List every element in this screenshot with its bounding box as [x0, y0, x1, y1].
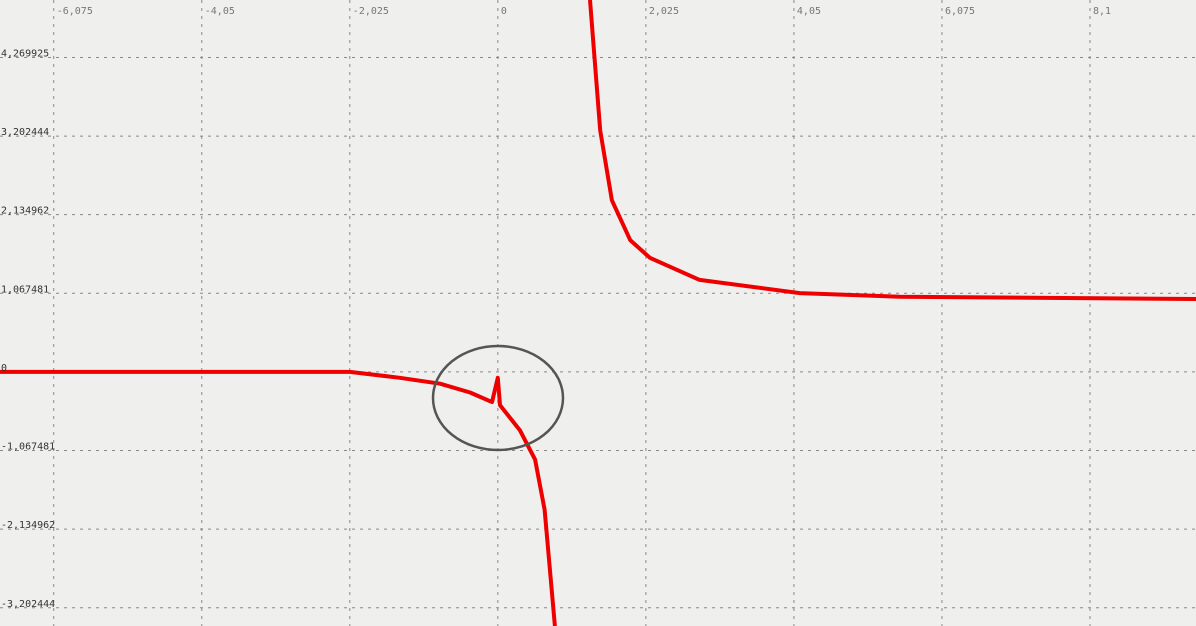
y-tick-label: 1,067481: [1, 284, 49, 295]
y-tick-label: -1,067481: [1, 442, 55, 453]
x-tick-label: 2,025: [649, 6, 679, 17]
annotation-circle: [431, 344, 565, 452]
y-tick-label: -2,134962: [1, 520, 55, 531]
x-tick-label: 0: [501, 6, 507, 17]
x-tick-label: 6,075: [945, 6, 975, 17]
x-tick-label: -6,075: [57, 6, 93, 17]
x-tick-label: -2,025: [353, 6, 389, 17]
y-tick-label: 2,134962: [1, 206, 49, 217]
y-tick-label: 4,269925: [1, 48, 49, 59]
x-tick-label: 4,05: [797, 6, 821, 17]
y-tick-label: 3,202444: [1, 127, 49, 138]
x-tick-label: -4,05: [205, 6, 235, 17]
y-tick-label: -3,202444: [1, 599, 55, 610]
y-tick-label: 0: [1, 363, 7, 374]
x-tick-label: 8,1: [1093, 6, 1111, 17]
labels: -6,075 -4,05 -2,025 0 2,025 4,05 6,075 8,1 4,269…: [1, 6, 1111, 610]
